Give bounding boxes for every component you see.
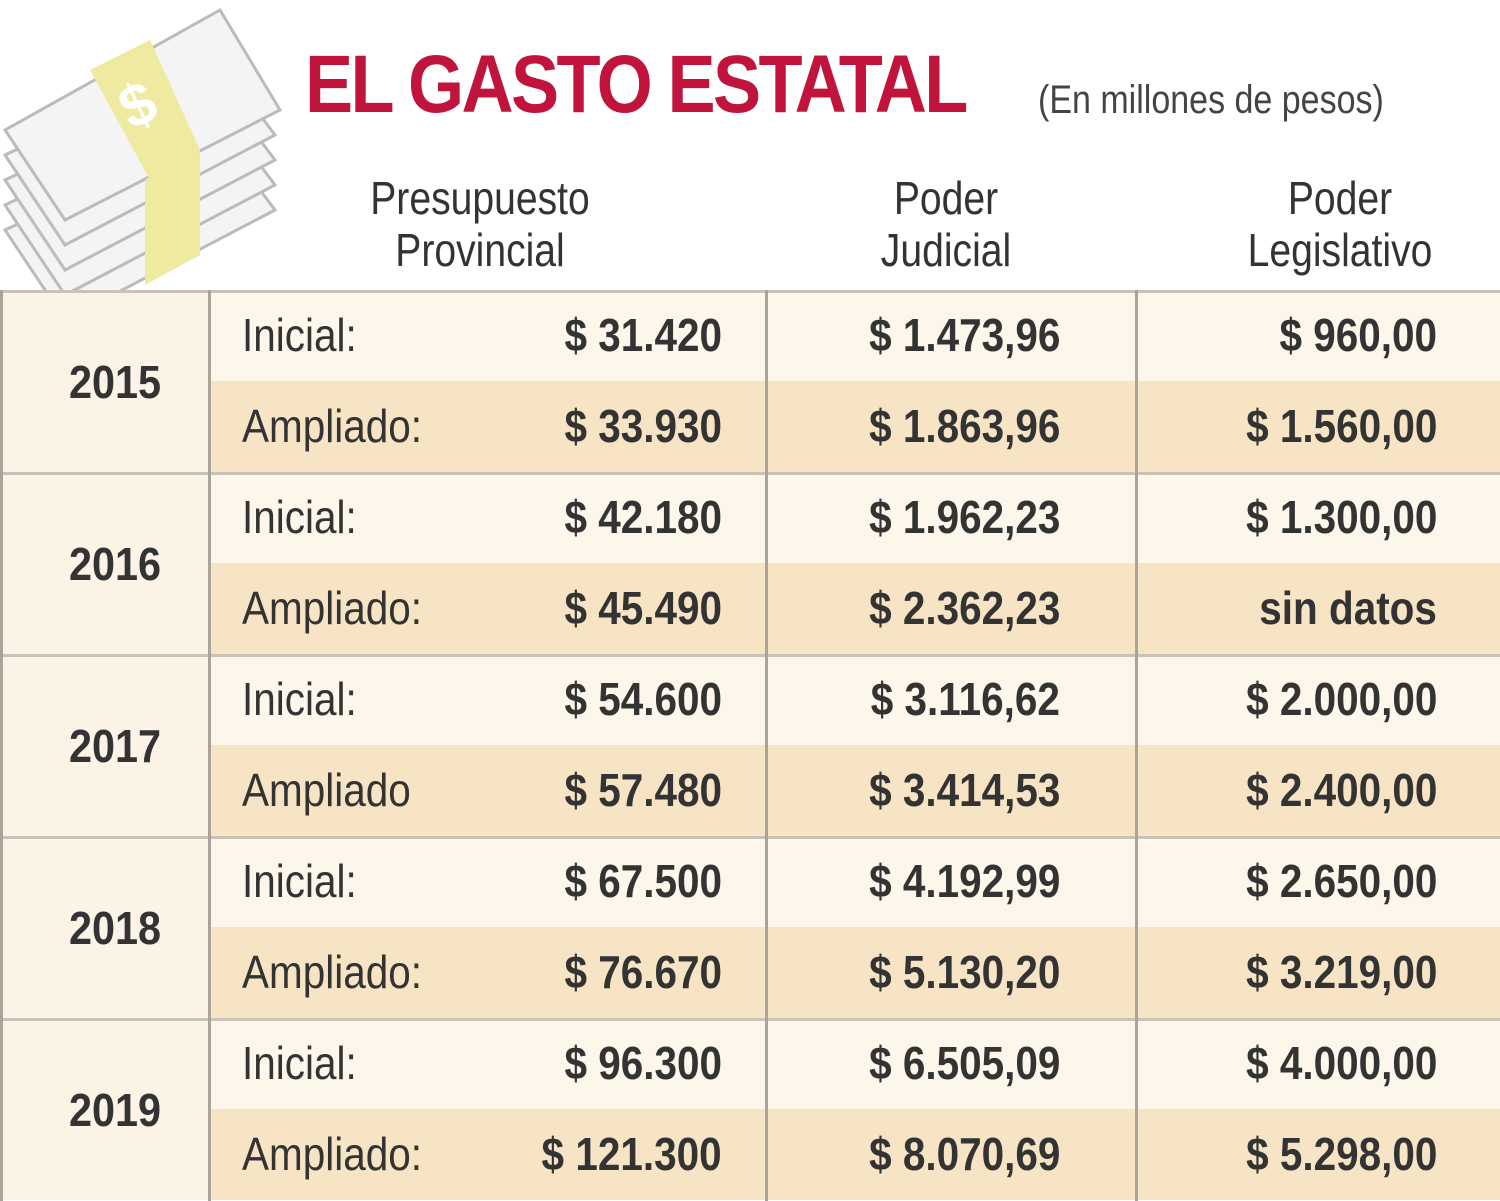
amount: $ 121.300	[541, 1128, 722, 1180]
amount: $ 31.420	[564, 309, 722, 361]
amount: $ 96.300	[564, 1037, 722, 1089]
year: 2018	[68, 902, 162, 954]
amount: $ 54.600	[564, 673, 722, 725]
row-band	[208, 381, 1500, 472]
year: 2019	[68, 1084, 162, 1136]
amount: $ 57.480	[564, 764, 722, 816]
row-band	[208, 563, 1500, 654]
money-icon: $	[2, 7, 283, 322]
amount: $ 8.070,69	[868, 1128, 1060, 1180]
amount: $ 4.192,99	[868, 855, 1060, 907]
amount: $ 2.400,00	[1245, 764, 1437, 816]
row-label: Ampliado:	[242, 582, 423, 634]
subtitle: (En millones de pesos)	[1038, 78, 1384, 122]
amount: $ 45.490	[564, 582, 722, 634]
year-cell	[0, 654, 208, 836]
row-divider	[0, 290, 1500, 293]
amount: $ 33.930	[564, 400, 722, 452]
row-divider	[0, 654, 1500, 657]
amount: $ 5.130,20	[868, 946, 1060, 998]
year: 2015	[68, 356, 162, 408]
amount: sin datos	[1259, 582, 1437, 634]
amount: $ 2.000,00	[1245, 673, 1437, 725]
amount: $ 76.670	[564, 946, 722, 998]
amount: $ 960,00	[1279, 309, 1437, 361]
row-band	[208, 1109, 1500, 1200]
row-label: Inicial:	[242, 1037, 357, 1089]
amount: $ 1.300,00	[1245, 491, 1437, 543]
amount: $ 42.180	[564, 491, 722, 543]
row-band	[208, 472, 1500, 563]
amount: $ 1.962,23	[868, 491, 1060, 543]
row-label: Ampliado	[242, 764, 411, 816]
amount: $ 6.505,09	[868, 1037, 1060, 1089]
row-band	[208, 836, 1500, 927]
column-divider	[1135, 290, 1138, 1201]
row-label: Ampliado:	[242, 946, 423, 998]
year: 2016	[68, 538, 162, 590]
row-label: Inicial:	[242, 673, 357, 725]
column-divider	[765, 290, 768, 1201]
row-band	[208, 654, 1500, 745]
column-divider	[0, 290, 3, 1201]
row-band	[208, 745, 1500, 836]
amount: $ 2.650,00	[1245, 855, 1437, 907]
year-cell	[0, 290, 208, 472]
row-band	[208, 1018, 1500, 1109]
row-band	[208, 290, 1500, 381]
row-label: Inicial:	[242, 491, 357, 543]
column-header: Judicial	[880, 224, 1012, 276]
row-divider	[0, 836, 1500, 839]
column-header: Poder	[893, 172, 999, 224]
title: EL GASTO ESTATAL	[305, 39, 968, 130]
column-divider	[208, 290, 211, 1201]
year-cell	[0, 472, 208, 654]
column-header: Presupuesto	[370, 172, 590, 224]
row-label: Inicial:	[242, 309, 357, 361]
row-label: Ampliado:	[242, 1128, 423, 1180]
amount: $ 3.116,62	[870, 673, 1060, 725]
year-cell	[0, 1018, 208, 1200]
year: 2017	[68, 720, 162, 772]
row-divider	[0, 1018, 1500, 1021]
amount: $ 3.414,53	[868, 764, 1060, 816]
amount: $ 3.219,00	[1245, 946, 1437, 998]
row-label: Ampliado:	[242, 400, 423, 452]
column-header: Poder	[1287, 172, 1393, 224]
row-label: Inicial:	[242, 855, 357, 907]
amount: $ 4.000,00	[1245, 1037, 1437, 1089]
amount: $ 5.298,00	[1245, 1128, 1437, 1180]
column-header: Provincial	[395, 224, 565, 276]
row-divider	[0, 472, 1500, 475]
amount: $ 67.500	[564, 855, 722, 907]
amount: $ 2.362,23	[868, 582, 1060, 634]
amount: $ 1.473,96	[868, 309, 1060, 361]
column-header: Legislativo	[1247, 224, 1433, 276]
amount: $ 1.863,96	[868, 400, 1060, 452]
row-band	[208, 927, 1500, 1018]
amount: $ 1.560,00	[1245, 400, 1437, 452]
year-cell	[0, 836, 208, 1018]
